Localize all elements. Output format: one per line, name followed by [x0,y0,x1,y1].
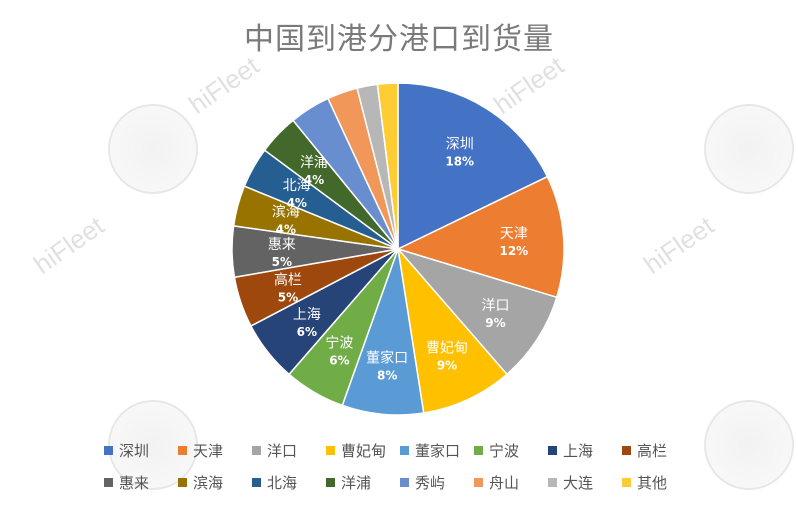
legend-label: 其他 [637,474,668,492]
legend-item: 洋浦 [326,472,400,493]
legend-label: 秀屿 [415,474,446,492]
legend-swatch [104,446,113,455]
watermark-seal [704,400,794,490]
legend-swatch [178,446,187,455]
legend-label: 惠来 [119,474,150,492]
slice-percent-label: 4% [287,196,307,210]
legend-label: 上海 [563,442,594,460]
slice-percent-label: 4% [304,173,324,187]
legend-item: 滨海 [178,472,252,493]
slice-category-label: 惠来 [268,237,296,253]
legend-item: 北海 [252,472,326,493]
slice-percent-label: 9% [485,316,505,330]
legend-swatch [400,478,409,487]
legend-item: 董家口 [400,440,474,461]
slice-percent-label: 8% [377,369,397,383]
legend-label: 滨海 [193,474,224,492]
slice-percent-label: 5% [272,255,292,269]
legend: 深圳 天津 洋口 曹妃甸 董家口 宁波 上海 高栏惠来 滨海 北海 洋浦 秀屿 舟山 大连 其他 [104,440,704,493]
legend-label: 曹妃甸 [341,442,387,460]
slice-category-label: 深圳 [446,137,474,153]
legend-item: 洋口 [252,440,326,461]
chart-title: 中国到港分港口到货量 [244,22,554,57]
legend-item: 深圳 [104,440,178,461]
slice-percent-label: 18% [445,155,474,169]
legend-swatch [400,446,409,455]
legend-item: 秀屿 [400,472,474,493]
slice-category-label: 宁波 [325,334,353,351]
watermark-seal [704,104,794,194]
pie-slice [396,246,508,414]
watermark-seal [108,400,198,490]
legend-label: 高栏 [637,442,668,460]
legend-swatch [252,446,261,455]
legend-item: 惠来 [104,472,178,493]
legend-swatch [104,478,113,487]
slice-category-label: 高栏 [274,271,302,288]
legend-item: 舟山 [474,472,548,493]
slice-category-label: 洋浦 [300,155,328,171]
legend-label: 洋浦 [341,474,372,492]
pie-slice [376,82,399,250]
legend-swatch [548,446,557,455]
slice-category-label: 滨海 [272,205,300,221]
legend-item: 曹妃甸 [326,440,400,461]
legend-swatch [326,446,335,455]
slice-percent-label: 6% [329,353,349,367]
slice-category-label: 董家口 [366,350,408,367]
pie-slice [395,175,565,299]
legend-swatch [178,478,187,487]
slice-category-label: 北海 [283,178,311,194]
slice-percent-label: 12% [499,244,528,258]
legend-label: 北海 [267,474,298,492]
legend-item: 大连 [548,472,622,493]
legend-item: 宁波 [474,440,548,461]
legend-swatch [474,446,483,455]
slice-category-label: 天津 [500,226,528,242]
legend-label: 舟山 [489,474,520,492]
legend-label: 大连 [563,474,594,492]
slice-percent-label: 4% [276,223,296,237]
pie-slice [397,82,549,251]
legend-swatch [622,446,631,455]
slice-percent-label: 5% [278,290,298,304]
legend-swatch [326,478,335,487]
slice-category-label: 上海 [293,307,321,323]
legend-item: 其他 [622,472,696,493]
slice-percent-label: 6% [297,325,317,339]
legend-label: 天津 [193,442,224,460]
legend-item: 高栏 [622,440,696,461]
slice-category-label: 曹妃甸 [426,340,468,356]
legend-label: 洋口 [267,442,298,460]
legend-label: 深圳 [119,442,150,460]
pie-slice [395,247,558,376]
legend-swatch [252,478,261,487]
legend-item: 天津 [178,440,252,461]
legend-item: 上海 [548,440,622,461]
legend-swatch [622,478,631,487]
legend-swatch [548,478,557,487]
slice-percent-label: 9% [437,358,457,372]
legend-label: 董家口 [415,442,461,460]
slice-category-label: 洋口 [481,298,509,314]
watermark-seal [108,104,198,194]
legend-swatch [474,478,483,487]
legend-label: 宁波 [489,442,520,460]
